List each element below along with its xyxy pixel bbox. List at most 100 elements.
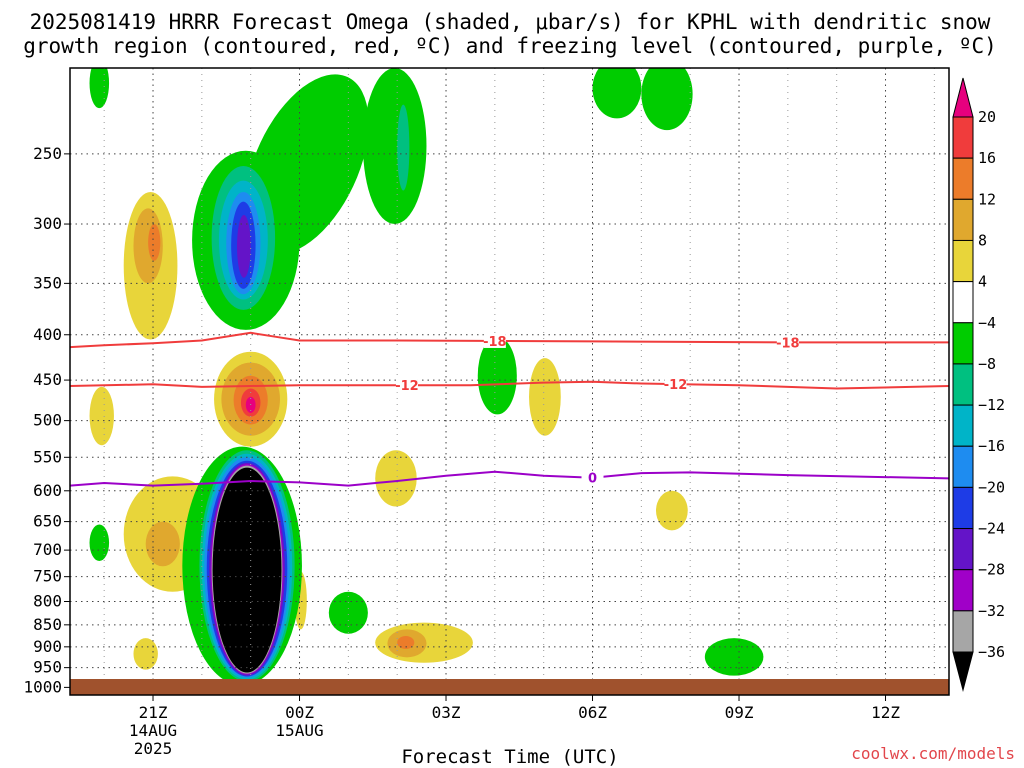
omega-region-16 [656,490,688,531]
chart-title-line-2: growth region (contoured, red, ºC) and f… [23,34,997,58]
contour-label-2-0: 0 [588,472,597,487]
contour-label-bg-1-0 [395,378,418,393]
omega-region-26 [477,336,517,415]
colorbar-swatch-8 [952,445,974,488]
colorbar-swatch-3 [952,239,974,283]
y-tick-label-550: 550 [33,447,62,466]
omega-region-14 [397,635,415,649]
plot-frame [69,67,950,696]
y-tick-label-800: 800 [33,592,62,611]
omega-region-39 [237,214,251,278]
contour-label-1-0: -12 [395,379,419,394]
plot-area: -18 -18 -12 -12 0 [69,67,950,696]
colorbar-swatch-10 [952,528,974,571]
colorbar-label-3: 8 [978,231,987,249]
colorbar-label-0: 20 [978,108,996,126]
contour-label-bg-0-1 [776,335,799,350]
x-tick-label-03Z: 03Z [432,703,461,722]
contour-line-0 [70,331,949,349]
y-axis: 250 300 350 400 450 500 550 600 650 700 750 800 850 9… [23,144,70,696]
x-tick-year-21Z: 2025 [134,739,173,758]
colorbar-label-10: −24 [978,520,1005,538]
colorbar-label-13: −36 [978,643,1005,661]
omega-region-3 [89,386,114,446]
omega-region-23 [89,68,110,109]
colorbar-label-8: −16 [978,437,1005,455]
colorbar-swatch-2 [952,198,974,241]
contour-label-bg-0-0 [483,333,506,348]
omega-region-28 [328,591,368,634]
omega-region-17 [133,638,158,670]
contour-label-0-1: -18 [776,336,800,351]
y-tick-label-600: 600 [33,481,62,500]
omega-region-31 [397,104,410,191]
y-tick-label-650: 650 [33,512,62,531]
y-tick-label-900: 900 [33,637,62,656]
x-tick-label-12Z: 12Z [871,703,900,722]
omega-region-25 [641,68,693,131]
colorbar-swatch-12 [952,610,974,653]
y-tick-label-850: 850 [33,615,62,634]
x-tick-date-00Z: 15AUG [275,721,323,740]
colorbar-swatch-9 [952,486,974,530]
colorbar-label-11: −28 [978,561,1005,579]
contour-label-bg-1-1 [664,377,687,392]
colorbar-label-1: 16 [978,149,996,167]
colorbar-label-2: 12 [978,190,996,208]
omega-region-2 [148,224,161,261]
x-tick-label-06Z: 06Z [578,703,607,722]
omega-region-24 [592,68,642,119]
colorbar-swatch-11 [952,569,974,612]
colorbar-label-9: −20 [978,478,1005,496]
colorbar-label-6: −8 [978,355,996,373]
y-tick-label-250: 250 [33,144,62,163]
y-tick-label-1000: 1000 [23,677,62,696]
y-tick-label-500: 500 [33,411,62,430]
colorbar-swatch-7 [952,404,974,447]
y-tick-label-350: 350 [33,273,62,292]
colorbar-label-5: −4 [978,314,996,332]
colorbar-swatch-0 [952,116,974,159]
x-tick-label-00Z: 00Z [285,703,314,722]
watermark-link[interactable]: coolwx.com/models [851,744,1015,763]
y-tick-label-950: 950 [33,658,62,677]
x-tick-label-09Z: 09Z [725,703,754,722]
chart-title-line-1: 2025081419 HRRR Forecast Omega (shaded, … [30,10,991,34]
x-tick-label-21Z: 21Z [139,703,168,722]
y-tick-label-450: 450 [33,370,62,389]
x-axis-label: Forecast Time (UTC) [401,746,618,768]
y-tick-label-400: 400 [33,325,62,344]
omega-region-15 [529,358,561,436]
colorbar-swatch-5 [952,322,974,365]
omega-region-10 [145,521,180,567]
contour-layer: -18 -18 -12 -12 0 [70,331,949,487]
y-tick-label-750: 750 [33,567,62,586]
omega-region-11 [375,450,417,507]
omega-region-43 [212,467,282,673]
y-tick-label-700: 700 [33,540,62,559]
colorbar-label-12: −32 [978,602,1005,620]
contour-label-bg-2-0 [581,470,604,485]
colorbar-label-7: −12 [978,396,1005,414]
colorbar-bottom-arrow [952,651,974,692]
colorbar-swatch-6 [952,363,974,406]
x-tick-date-21Z: 14AUG [129,721,177,740]
colorbar-label-4: 4 [978,273,987,291]
grid-lines [70,68,949,695]
ground-strip [70,679,949,695]
contour-label-0-0: -18 [483,335,507,350]
colorbar-swatch-4 [952,281,974,324]
y-tick-label-300: 300 [33,214,62,233]
omega-shading-layer [89,68,764,686]
omega-region-19 [89,524,110,561]
colorbar-top-arrow [952,77,974,118]
colorbar-legend: 20 16 12 8 4 −4 −8 −12 −16 −20 −24 −28 −32 −36 [952,77,1005,692]
omega-region-21 [245,74,369,255]
omega-region-27 [704,638,764,676]
omega-region-22 [363,68,427,225]
contour-label-1-1: -12 [664,378,688,393]
colorbar-swatch-1 [952,157,974,200]
contour-line-2 [70,470,949,487]
